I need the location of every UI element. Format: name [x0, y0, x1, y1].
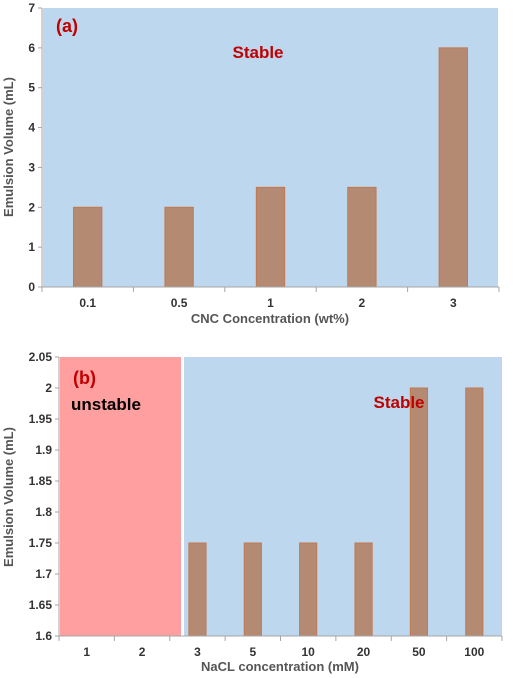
bar-a-0_5	[164, 206, 194, 288]
x-tick-label: 3	[194, 645, 201, 659]
chart-a: 0 1 2 3 4 5 6 7 0.1 0.5 1 2 3 (a) Stable CNC Concen…	[1, 1, 500, 326]
unstable-region-b	[60, 357, 181, 636]
y-tick-label: 1.75	[29, 536, 53, 550]
x-axis-label-b: NaCL concentration (mM)	[201, 659, 359, 674]
stable-region-b	[184, 357, 502, 636]
x-tick-label: 20	[357, 645, 371, 659]
region-label-unstable-b: unstable	[71, 395, 141, 414]
bar-b-10	[299, 542, 318, 637]
y-ticks-a: 0 1 2 3 4 5 6 7	[28, 1, 42, 294]
bar-b-20	[354, 542, 373, 637]
y-tick-label: 1.6	[35, 629, 52, 643]
y-tick-label: 6	[28, 41, 35, 55]
y-tick-label: 0	[28, 280, 35, 294]
x-tick-label: 2	[139, 645, 146, 659]
bars-b	[188, 387, 484, 637]
x-tick-label: 50	[412, 645, 426, 659]
y-tick-label: 1	[28, 240, 35, 254]
y-ticks-b: 1.6 1.65 1.7 1.75 1.8 1.85 1.9 1.95 2 2.05	[29, 350, 59, 643]
y-tick-label: 5	[28, 81, 35, 95]
bar-b-100	[465, 387, 484, 637]
x-tick-label: 10	[302, 645, 316, 659]
panel-label-a: (a)	[56, 16, 78, 36]
panel-label-b: (b)	[73, 368, 96, 388]
y-tick-label: 2	[45, 381, 52, 395]
y-axis-label-a: Emulsion Volume (mL)	[1, 77, 16, 217]
y-tick-label: 2	[28, 200, 35, 214]
x-ticks-a: 0.1 0.5 1 2 3	[41, 287, 500, 310]
y-tick-label: 1.95	[29, 412, 53, 426]
bar-a-2	[347, 186, 377, 288]
bars-a	[73, 47, 468, 288]
bar-b-5	[243, 542, 262, 637]
bar-a-3	[438, 47, 468, 288]
region-label-stable-b: Stable	[373, 393, 424, 412]
region-label-stable-a: Stable	[232, 43, 283, 62]
x-tick-label: 3	[450, 296, 457, 310]
y-tick-label: 2.05	[29, 350, 53, 364]
x-axis-label-a: CNC Concentration (wt%)	[191, 311, 349, 326]
x-tick-label: 1	[83, 645, 90, 659]
y-tick-label: 4	[28, 121, 35, 135]
x-tick-label: 5	[249, 645, 256, 659]
y-tick-label: 7	[28, 1, 35, 15]
x-tick-label: 100	[464, 645, 484, 659]
y-tick-label: 1.8	[35, 505, 52, 519]
x-tick-label: 1	[267, 296, 274, 310]
bar-b-50	[409, 387, 429, 637]
y-tick-label: 1.65	[29, 598, 53, 612]
x-tick-label: 0.5	[171, 296, 188, 310]
y-axis-label-b: Emulsion Volume (mL)	[1, 427, 16, 567]
bar-a-1	[255, 186, 286, 288]
x-tick-label: 0.1	[79, 296, 96, 310]
y-tick-label: 3	[28, 160, 35, 174]
bar-b-3	[188, 542, 207, 637]
x-ticks-b: 1 2 3 5 10 20 50 100	[58, 636, 503, 659]
x-tick-label: 2	[359, 296, 366, 310]
y-tick-label: 1.85	[29, 474, 53, 488]
chart-b: 1.6 1.65 1.7 1.75 1.8 1.85 1.9 1.95 2 2.05 1 2 3 5 10…	[1, 350, 503, 674]
y-tick-label: 1.7	[35, 567, 52, 581]
bar-a-0_1	[73, 206, 103, 288]
y-tick-label: 1.9	[35, 443, 52, 457]
